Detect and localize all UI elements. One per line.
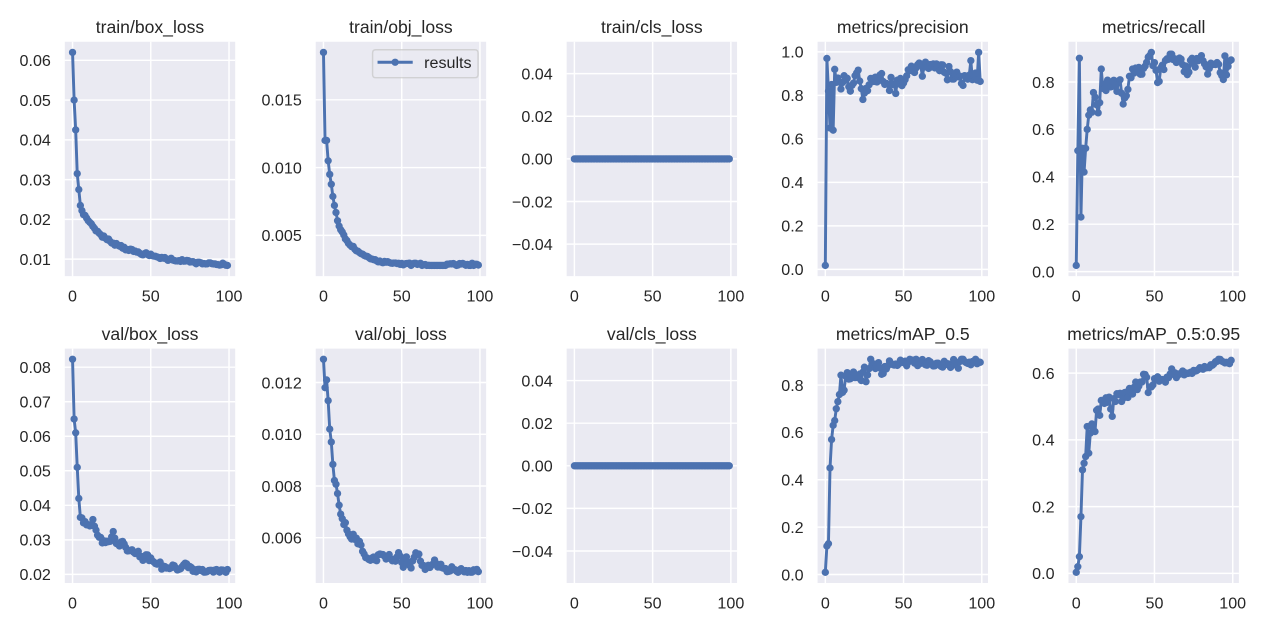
svg-text:−0.02: −0.02: [512, 500, 553, 518]
svg-text:0.4: 0.4: [781, 174, 803, 192]
svg-text:0.008: 0.008: [261, 478, 301, 496]
svg-text:100: 100: [216, 595, 243, 613]
svg-text:0.02: 0.02: [20, 211, 51, 229]
svg-text:100: 100: [1219, 595, 1246, 613]
svg-text:0.01: 0.01: [20, 251, 51, 269]
svg-text:0.2: 0.2: [781, 218, 803, 236]
svg-text:0.8: 0.8: [781, 87, 803, 105]
svg-text:0.03: 0.03: [20, 532, 51, 550]
svg-text:50: 50: [1146, 595, 1164, 613]
svg-text:0.0: 0.0: [1032, 263, 1054, 281]
svg-text:−0.04: −0.04: [512, 543, 553, 561]
svg-text:metrics/mAP_0.5: metrics/mAP_0.5: [836, 324, 970, 345]
svg-text:train/box_loss: train/box_loss: [96, 17, 205, 38]
svg-text:0: 0: [821, 288, 830, 306]
svg-text:50: 50: [1146, 288, 1164, 306]
svg-text:0.006: 0.006: [261, 530, 301, 548]
svg-text:0: 0: [1072, 595, 1081, 613]
svg-text:0.02: 0.02: [20, 566, 51, 584]
svg-text:0: 0: [319, 288, 328, 306]
svg-text:50: 50: [644, 288, 662, 306]
svg-text:100: 100: [216, 288, 243, 306]
svg-text:0.4: 0.4: [781, 472, 803, 490]
svg-text:0.04: 0.04: [20, 497, 51, 515]
svg-text:1.0: 1.0: [781, 44, 803, 62]
svg-text:0.005: 0.005: [261, 227, 301, 245]
svg-text:0.010: 0.010: [261, 426, 301, 444]
svg-text:0: 0: [319, 595, 328, 613]
svg-text:0.2: 0.2: [781, 519, 803, 537]
svg-text:metrics/mAP_0.5:0.95: metrics/mAP_0.5:0.95: [1067, 324, 1240, 345]
svg-text:50: 50: [142, 288, 160, 306]
svg-text:−0.02: −0.02: [512, 193, 553, 211]
svg-text:50: 50: [895, 595, 913, 613]
svg-text:0.4: 0.4: [1032, 169, 1054, 187]
svg-text:0.6: 0.6: [781, 424, 803, 442]
svg-text:val/obj_loss: val/obj_loss: [355, 324, 447, 345]
svg-text:0.02: 0.02: [521, 415, 552, 433]
svg-text:metrics/recall: metrics/recall: [1102, 17, 1206, 37]
svg-text:val/cls_loss: val/cls_loss: [607, 324, 697, 345]
svg-text:0: 0: [570, 595, 579, 613]
svg-text:0.06: 0.06: [20, 428, 51, 446]
svg-text:0.04: 0.04: [20, 132, 51, 150]
svg-text:100: 100: [466, 595, 493, 613]
svg-text:0.03: 0.03: [20, 171, 51, 189]
svg-text:train/obj_loss: train/obj_loss: [349, 17, 453, 38]
svg-text:0.0: 0.0: [781, 261, 803, 279]
svg-text:100: 100: [968, 595, 995, 613]
svg-text:50: 50: [393, 595, 411, 613]
svg-text:0.04: 0.04: [521, 372, 552, 390]
svg-text:100: 100: [1219, 288, 1246, 306]
svg-text:0.08: 0.08: [20, 359, 51, 377]
svg-text:−0.04: −0.04: [512, 236, 553, 254]
svg-text:0.8: 0.8: [781, 377, 803, 395]
svg-text:0.012: 0.012: [261, 374, 301, 392]
svg-text:100: 100: [717, 595, 744, 613]
svg-text:0.8: 0.8: [1032, 74, 1054, 92]
svg-text:train/cls_loss: train/cls_loss: [601, 17, 703, 38]
svg-text:0: 0: [68, 595, 77, 613]
svg-text:0.2: 0.2: [1032, 216, 1054, 234]
svg-text:0.015: 0.015: [261, 92, 301, 110]
svg-text:0.6: 0.6: [781, 131, 803, 149]
svg-text:0: 0: [68, 288, 77, 306]
svg-text:0.06: 0.06: [20, 52, 51, 70]
svg-text:0.0: 0.0: [1032, 565, 1054, 583]
svg-text:0.07: 0.07: [20, 394, 51, 412]
svg-text:0.4: 0.4: [1032, 432, 1054, 450]
svg-text:val/box_loss: val/box_loss: [102, 324, 199, 345]
svg-text:0.2: 0.2: [1032, 498, 1054, 516]
svg-text:0.6: 0.6: [1032, 121, 1054, 139]
svg-text:metrics/precision: metrics/precision: [837, 17, 969, 37]
svg-text:0.05: 0.05: [20, 463, 51, 481]
svg-text:0: 0: [821, 595, 830, 613]
svg-text:50: 50: [644, 595, 662, 613]
svg-text:0.6: 0.6: [1032, 365, 1054, 383]
svg-text:results: results: [424, 54, 471, 72]
svg-text:50: 50: [895, 288, 913, 306]
svg-text:0.010: 0.010: [261, 159, 301, 177]
svg-text:0.02: 0.02: [521, 108, 552, 126]
svg-text:0.00: 0.00: [521, 151, 552, 169]
svg-text:0.05: 0.05: [20, 92, 51, 110]
svg-text:0: 0: [570, 288, 579, 306]
svg-text:0.00: 0.00: [521, 458, 552, 476]
svg-text:50: 50: [142, 595, 160, 613]
svg-text:100: 100: [466, 288, 493, 306]
svg-text:100: 100: [717, 288, 744, 306]
svg-text:0: 0: [1072, 288, 1081, 306]
svg-text:0.04: 0.04: [521, 66, 552, 84]
svg-text:100: 100: [968, 288, 995, 306]
svg-text:0.0: 0.0: [781, 566, 803, 584]
svg-text:50: 50: [393, 288, 411, 306]
